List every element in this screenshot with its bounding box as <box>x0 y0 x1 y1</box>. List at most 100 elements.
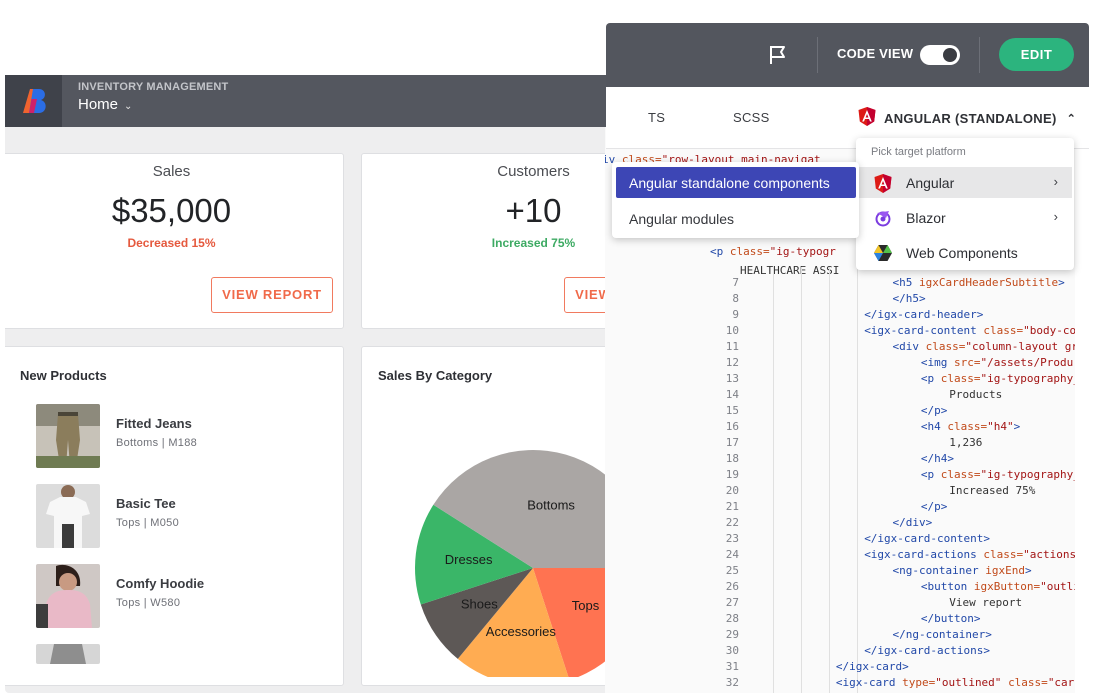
toggle-knob <box>943 48 957 62</box>
code-line: 14 Products <box>605 387 1002 403</box>
pie-slice-bottoms[interactable] <box>433 450 651 568</box>
indent-guide <box>857 267 858 693</box>
code-line: <p class="ig-typogr <box>710 244 836 260</box>
line-number: 28 <box>725 612 739 625</box>
pie-label: Dresses <box>445 552 493 567</box>
platform-selector[interactable]: ANGULAR (STANDALONE) ⌃ <box>858 107 1076 129</box>
kpi-title: Customers <box>497 163 570 180</box>
code-text: 1,236 <box>949 436 983 449</box>
indent-guide <box>829 267 830 693</box>
code-line: 7 <h5 igxCardHeaderSubtitle> <box>605 275 1064 291</box>
code-text: Increased 75% <box>949 484 1036 497</box>
logo[interactable] <box>5 75 62 127</box>
chevron-up-icon: ⌃ <box>1066 112 1077 125</box>
platform-item-blazor[interactable]: Blazor › <box>858 202 1072 233</box>
code-text: </ng-container> <box>892 628 992 641</box>
code-line: 28 </button> <box>605 611 981 627</box>
variant-item-standalone[interactable]: Angular standalone components <box>616 167 856 198</box>
tee-photo-icon <box>36 484 100 548</box>
code-line: 11 <div class="column-layout gr <box>605 339 1075 355</box>
platform-menu-header: Pick target platform <box>871 146 966 158</box>
code-text: </igx-card> <box>835 660 909 673</box>
code-line: 26 <button igxButton="outli <box>605 579 1075 595</box>
kpi-value: $35,000 <box>111 192 232 229</box>
nav-label: Home <box>78 96 119 113</box>
product-item[interactable] <box>36 644 336 664</box>
flag-icon[interactable] <box>766 43 790 67</box>
angular-icon <box>858 107 876 129</box>
edit-button[interactable]: EDIT <box>999 38 1074 71</box>
code-text: </h4> <box>920 452 954 465</box>
code-line: 8 </h5> <box>605 291 926 307</box>
chart-title: Sales By Category <box>378 368 493 383</box>
line-number: 15 <box>725 404 739 417</box>
nav-dropdown[interactable]: Home ⌄ <box>78 96 132 113</box>
platform-item-label: Angular <box>906 175 955 191</box>
chevron-down-icon: ⌄ <box>124 101 133 112</box>
pie-slice-dresses[interactable] <box>415 504 533 605</box>
product-item[interactable]: Basic Tee Tops | M050 <box>36 484 336 548</box>
line-number: 24 <box>725 548 739 561</box>
platform-item-angular[interactable]: Angular › <box>858 167 1072 198</box>
code-line: 22 </div> <box>605 515 933 531</box>
code-line: 9 </igx-card-header> <box>605 307 983 323</box>
angular-icon <box>874 174 892 193</box>
line-number: 19 <box>725 468 739 481</box>
pie-slice-shoes[interactable] <box>420 568 533 659</box>
tab-ts[interactable]: TS <box>648 110 666 125</box>
product-item[interactable]: Fitted Jeans Bottoms | M188 <box>36 404 336 468</box>
line-number: 12 <box>725 356 739 369</box>
line-number: 21 <box>725 500 739 513</box>
pie-label: Accessories <box>486 624 557 639</box>
line-number: 22 <box>725 516 739 529</box>
angular-variant-menu: Angular standalone components Angular mo… <box>612 162 859 238</box>
code-text: <p class="ig-typogr <box>710 245 836 258</box>
tab-scss[interactable]: SCSS <box>733 110 770 125</box>
code-line: 20 Increased 75% <box>605 483 1036 499</box>
view-report-button[interactable]: VIEW REPORT <box>211 277 333 313</box>
line-number: 23 <box>725 532 739 545</box>
new-products-card: New Products Fitted Jeans Bottoms | M188 <box>5 346 344 686</box>
line-number: 29 <box>725 628 739 641</box>
code-line: 27 View report <box>605 595 1022 611</box>
variant-item-modules[interactable]: Angular modules <box>616 203 856 234</box>
code-text: </h5> <box>892 292 926 305</box>
code-text: </button> <box>920 612 981 625</box>
code-text: <p class="ig-typography_ <box>920 372 1075 385</box>
indent-guide <box>801 267 802 693</box>
variant-item-label: Angular modules <box>629 211 735 227</box>
platform-selector-label: ANGULAR (STANDALONE) <box>884 110 1057 126</box>
pie-slice-accessories[interactable] <box>457 568 570 677</box>
kpi-title: Sales <box>152 163 191 180</box>
pie-label: Tops <box>572 598 600 613</box>
code-line: 18 </h4> <box>605 451 954 467</box>
code-text: <h4 class="h4"> <box>920 420 1021 433</box>
line-number: 25 <box>725 564 739 577</box>
code-line: 30 </igx-card-actions> <box>605 643 990 659</box>
code-line: 23 </igx-card-content> <box>605 531 990 547</box>
app-header: INVENTORY MANAGEMENT Home ⌄ <box>5 75 725 127</box>
line-number: 11 <box>725 340 739 353</box>
code-line: 17 1,236 <box>605 435 983 451</box>
chevron-right-icon: › <box>1053 209 1058 224</box>
web-components-icon <box>874 244 892 262</box>
kpi-delta: Increased 75% <box>491 236 576 250</box>
line-number: 8 <box>732 292 739 305</box>
line-number: 26 <box>725 580 739 593</box>
code-view-label: CODE VIEW <box>837 46 914 61</box>
line-number: 13 <box>725 372 739 385</box>
code-text: <igx-card-content class="body-co <box>864 324 1075 337</box>
product-meta: Tops | W580 <box>116 597 181 609</box>
code-line: 29 </ng-container> <box>605 627 992 643</box>
platform-item-web-components[interactable]: Web Components <box>858 237 1072 268</box>
code-text: Products <box>949 388 1003 401</box>
product-item[interactable]: Comfy Hoodie Tops | W580 <box>36 564 336 628</box>
blazor-icon <box>874 209 892 227</box>
code-text: </igx-card-actions> <box>864 644 991 657</box>
code-view-toggle[interactable] <box>920 45 960 65</box>
line-number: 18 <box>725 452 739 465</box>
code-line: 24 <igx-card-actions class="actions <box>605 547 1075 563</box>
editor-toolbar: CODE VIEW EDIT <box>606 23 1089 87</box>
code-text: <igx-card-actions class="actions <box>864 548 1075 561</box>
